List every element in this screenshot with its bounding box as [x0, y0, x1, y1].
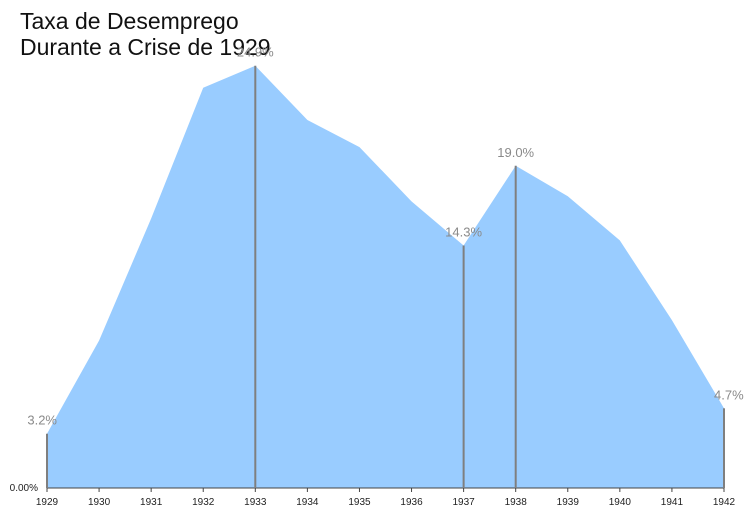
y-tick-label-0: 0.00%	[10, 483, 38, 494]
data-label-1938: 19.0%	[497, 145, 534, 160]
x-tick-label-1929: 1929	[36, 497, 59, 508]
x-tick-label-1939: 1939	[557, 497, 580, 508]
chart-title-line-2: Durante a Crise de 1929	[20, 34, 271, 60]
data-label-1942: 4.7%	[714, 387, 744, 402]
chart-title-line-1: Taxa de Desemprego	[20, 8, 239, 34]
x-tick-label-1931: 1931	[140, 497, 163, 508]
data-label-1933: 24.9%	[237, 45, 274, 60]
x-tick-label-1932: 1932	[192, 497, 215, 508]
x-tick-label-1942: 1942	[713, 497, 736, 508]
chart-title: Taxa de Desemprego Durante a Crise de 19…	[20, 8, 271, 60]
x-tick-label-1934: 1934	[296, 497, 319, 508]
x-tick-label-1936: 1936	[400, 497, 423, 508]
unemployment-area	[47, 65, 724, 488]
x-tick-label-1930: 1930	[88, 497, 111, 508]
data-label-1937: 14.3%	[445, 224, 482, 239]
x-tick-label-1935: 1935	[348, 497, 371, 508]
x-tick-label-1941: 1941	[661, 497, 684, 508]
x-tick-label-1933: 1933	[244, 497, 267, 508]
x-tick-label-1937: 1937	[452, 497, 475, 508]
x-tick-label-1940: 1940	[609, 497, 632, 508]
x-tick-label-1938: 1938	[505, 497, 528, 508]
data-label-1929: 3.2%	[27, 413, 57, 428]
